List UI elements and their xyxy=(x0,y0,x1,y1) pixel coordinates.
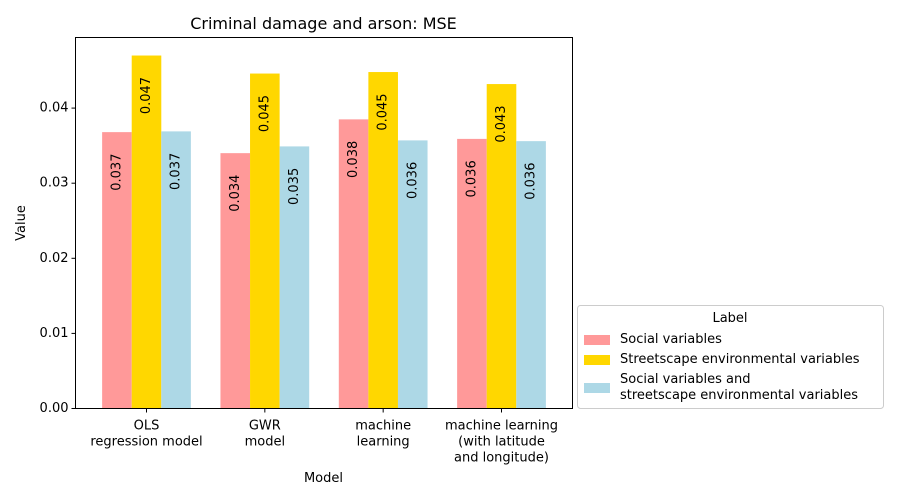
bar-value-label: 0.047 xyxy=(139,77,154,114)
x-tick-label: GWR xyxy=(249,419,281,434)
x-tick-label: learning xyxy=(357,435,410,450)
x-tick-label: regression model xyxy=(90,435,202,450)
y-tick-label: 0.02 xyxy=(40,251,69,266)
bar-value-label: 0.045 xyxy=(376,93,391,130)
bar xyxy=(250,73,280,409)
bar-value-label: 0.036 xyxy=(524,163,539,200)
legend-label: Social variables and xyxy=(620,372,750,387)
bar xyxy=(102,132,132,409)
legend-swatch xyxy=(584,355,610,365)
bar xyxy=(486,84,517,409)
legend: Label Social variables Streetscape enviro… xyxy=(577,305,884,409)
legend-swatch xyxy=(584,383,610,393)
legend-label: streetscape environmental variables xyxy=(620,388,858,403)
bar xyxy=(397,140,428,409)
bar xyxy=(131,55,162,409)
x-tick-label: machine learning xyxy=(445,419,558,434)
y-tick-label: 0.03 xyxy=(40,176,69,191)
legend-items: Social variables Streetscape environmenta… xyxy=(584,332,860,403)
bar-value-label: 0.045 xyxy=(257,95,272,132)
x-axis-label: Model xyxy=(304,471,343,486)
bar xyxy=(368,72,398,409)
plot-area-frame xyxy=(75,37,573,409)
bar xyxy=(279,146,310,409)
bar-value-label: 0.034 xyxy=(228,175,243,212)
chart-title: Criminal damage and arson: MSE xyxy=(190,14,457,33)
bar xyxy=(161,131,191,409)
x-tick-label: OLS xyxy=(134,419,160,434)
legend-label: Streetscape environmental variables xyxy=(620,352,860,367)
bar-value-label: 0.038 xyxy=(346,141,361,178)
legend-swatch xyxy=(584,335,610,345)
bars-layer xyxy=(102,55,546,409)
bar xyxy=(338,119,369,409)
bar-labels-layer: 0.037 0.034 0.038 0.036 0.047 0.045 0.045 0.043… xyxy=(109,77,538,212)
x-tick-label: and longitude) xyxy=(454,451,549,466)
bar-value-label: 0.037 xyxy=(169,153,184,190)
bar-value-label: 0.037 xyxy=(109,154,124,191)
bar xyxy=(220,153,251,409)
y-axis: 0.00 0.01 0.02 0.03 0.04 xyxy=(40,101,76,416)
legend-entry: Streetscape environmental variables xyxy=(584,352,860,367)
legend-title: Label xyxy=(712,311,747,326)
y-tick-label: 0.04 xyxy=(40,101,69,116)
bar-value-label: 0.035 xyxy=(287,168,302,205)
x-tick-label: machine xyxy=(355,419,411,434)
legend-entry: Social variables xyxy=(584,332,722,347)
legend-box xyxy=(577,305,884,409)
y-tick-label: 0.00 xyxy=(40,401,69,416)
y-axis-label: Value xyxy=(14,205,29,241)
x-tick-label: model xyxy=(245,435,285,450)
bar-value-label: 0.036 xyxy=(464,160,479,197)
bar xyxy=(457,138,487,409)
bar-value-label: 0.036 xyxy=(405,162,420,199)
bar xyxy=(516,141,546,409)
y-tick-label: 0.01 xyxy=(40,326,69,341)
legend-label: Social variables xyxy=(620,332,722,347)
bar-value-label: 0.043 xyxy=(494,105,509,142)
x-tick-label: (with latitude xyxy=(458,435,545,450)
